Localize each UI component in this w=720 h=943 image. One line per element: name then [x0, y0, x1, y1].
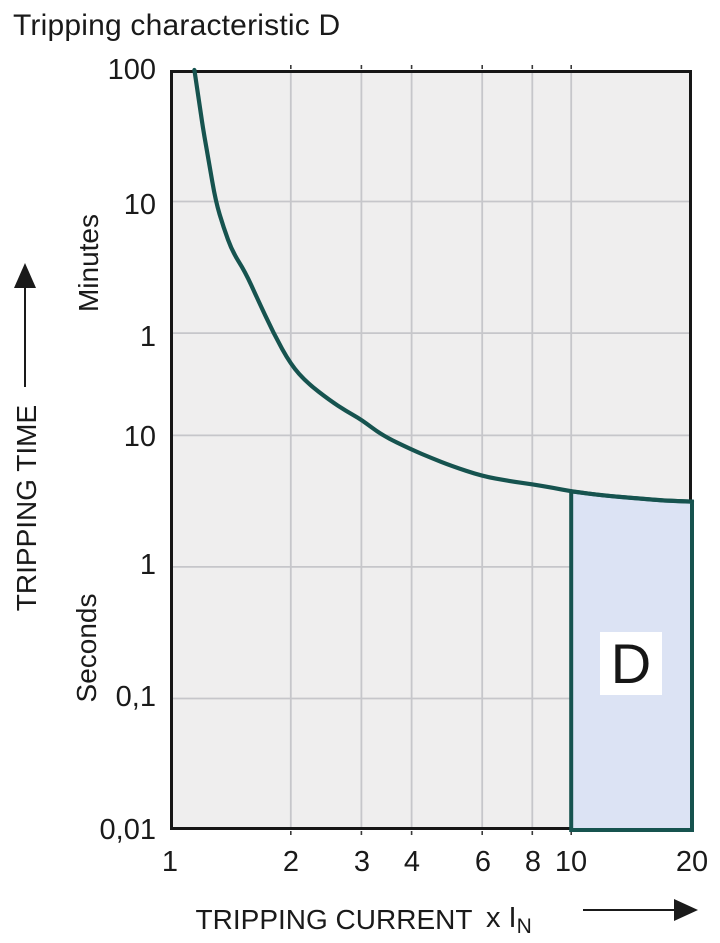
x-axis-unit-prefix: x I [486, 902, 517, 934]
x-axis-unit-subscript: N [516, 915, 532, 938]
y-tick-label: 0,01 [99, 814, 156, 846]
plot-border [170, 70, 692, 830]
y-unit-seconds: Seconds [71, 593, 102, 703]
y-tick-label: 1 [139, 549, 156, 581]
plot-area [170, 65, 695, 835]
x-tick-label: 1 [161, 846, 179, 878]
y-unit-minutes: Minutes [73, 213, 104, 313]
x-axis-title: TRIPPING CURRENT [195, 904, 473, 935]
x-tick-label: 10 [554, 846, 588, 878]
right-arrow-line [583, 909, 678, 911]
up-arrow-line [24, 286, 26, 387]
x-tick-label: 3 [353, 846, 371, 878]
right-arrow-icon [674, 899, 698, 921]
tripping-curve [192, 67, 695, 504]
x-tick-label: 4 [403, 846, 421, 878]
up-arrow-icon [14, 263, 36, 288]
x-axis-unit: x IN [486, 902, 532, 937]
y-axis-title: TRIPPING TIME [11, 404, 42, 612]
x-tick-label: 8 [524, 846, 542, 878]
y-tick-label: 1 [139, 321, 156, 353]
chart-title: Tripping characteristic D [13, 9, 341, 42]
y-tick-label: 100 [107, 54, 156, 86]
y-tick-label: 10 [123, 421, 156, 453]
x-tick-label: 2 [282, 846, 300, 878]
y-tick-label: 0,1 [115, 681, 156, 713]
region-d-label: D [600, 632, 662, 695]
x-tick-label: 20 [675, 846, 709, 878]
x-tick-label: 6 [474, 846, 492, 878]
y-tick-label: 10 [123, 189, 156, 221]
